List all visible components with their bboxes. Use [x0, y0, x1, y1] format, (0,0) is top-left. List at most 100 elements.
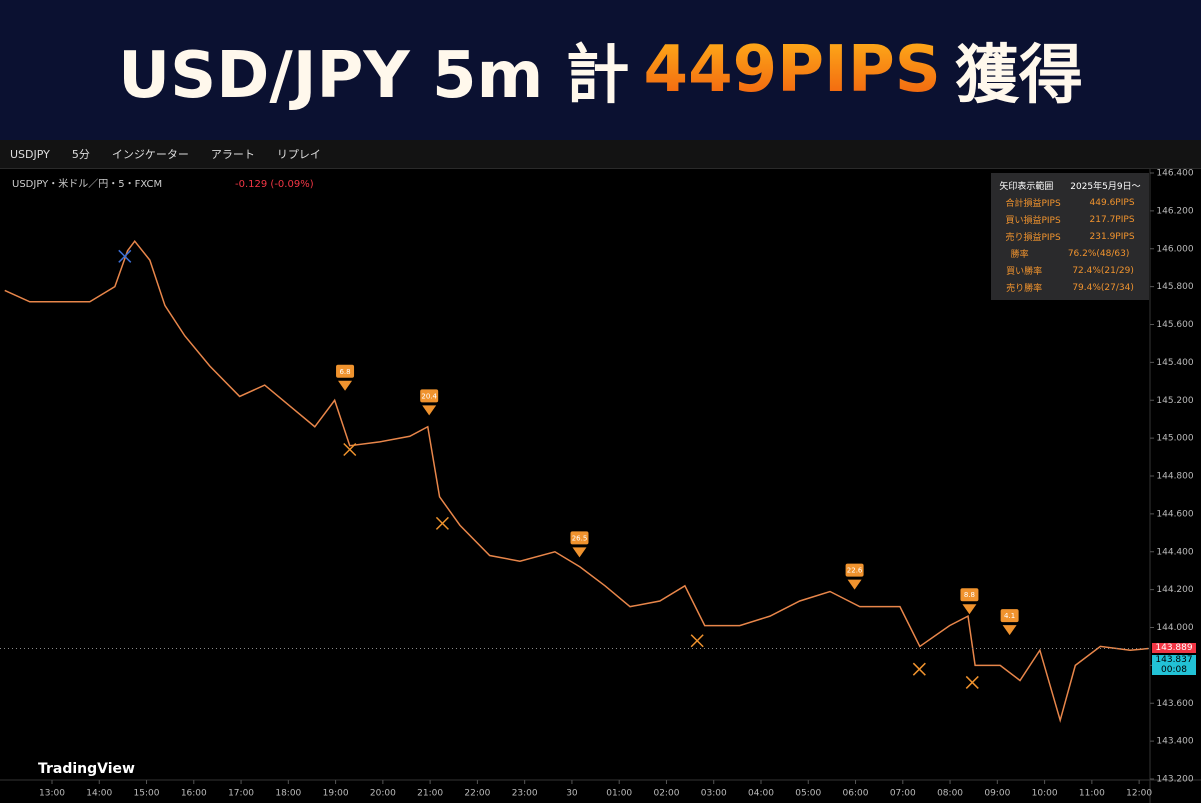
entry-arrow	[847, 579, 862, 590]
x-tick-label: 14:00	[86, 789, 112, 799]
price-line	[4, 239, 1149, 724]
entry-label-box	[570, 531, 589, 545]
exit-marker	[912, 662, 926, 676]
x-tick-label: 06:00	[843, 789, 869, 799]
y-tick-label: 146.000	[1156, 244, 1193, 254]
entry-label-box	[336, 364, 355, 378]
entry-arrow	[1002, 625, 1017, 636]
x-tick-label: 21:00	[417, 789, 443, 799]
info-cell: 買い損益PIPS	[1005, 216, 1061, 226]
y-tick-label: 145.400	[1156, 358, 1193, 368]
entry-arrow	[962, 604, 977, 615]
entry-label-box	[845, 563, 864, 577]
interval-button[interactable]: 5分	[71, 148, 90, 161]
entry-label: 6.8	[339, 368, 350, 376]
info-cell: 売り勝率	[1006, 284, 1043, 294]
y-tick-label: 146.400	[1156, 169, 1193, 179]
x-tick-label: 16:00	[181, 789, 207, 799]
y-tick-label: 143.200	[1156, 775, 1193, 785]
y-tick-label: 144.800	[1156, 472, 1193, 482]
info-panel: 矢印表示範囲 2025年5月9日〜 合計損益PIPS 449.6PIPS 買い損益PIP…	[991, 173, 1149, 300]
info-cell: 2025年5月9日〜	[1070, 182, 1141, 192]
info-cell: 合計損益PIPS	[1005, 199, 1061, 209]
info-cell: 231.9PIPS	[1089, 231, 1135, 242]
x-tick-label: 30	[566, 789, 578, 799]
x-tick-label: 04:00	[748, 789, 774, 799]
legend-symbol: USDJPY・米ドル／円・5・FXCM	[12, 177, 162, 190]
info-row: 合計損益PIPS 449.6PIPS	[991, 194, 1149, 211]
info-cell: 勝率	[1010, 250, 1029, 260]
info-row: 買い勝率 72.4%(21/29)	[991, 262, 1149, 279]
price-axis	[1150, 169, 1201, 803]
info-cell: 72.4%(21/29)	[1072, 265, 1134, 276]
y-tick-label: 144.200	[1156, 585, 1193, 595]
y-tick-label: 145.200	[1156, 396, 1193, 406]
info-row: 売り損益PIPS 231.9PIPS	[991, 228, 1149, 245]
y-tick-label: 144.600	[1156, 509, 1193, 519]
x-tick-label: 12:00	[1126, 789, 1152, 799]
brand: TradingView	[38, 761, 135, 777]
x-tick-label: 23:00	[512, 789, 538, 799]
entry-label-box	[420, 389, 439, 403]
info-cell: 買い勝率	[1006, 267, 1043, 277]
info-cell: 売り損益PIPS	[1005, 233, 1061, 243]
y-tick-label: 144.400	[1156, 547, 1193, 557]
x-tick-label: 22:00	[464, 789, 490, 799]
banner: USD/JPY 5m 計 449PIPS 獲得	[0, 0, 1201, 140]
exit-marker	[690, 634, 704, 648]
exit-marker	[435, 516, 449, 530]
x-tick-label: 08:00	[937, 789, 963, 799]
y-tick-label: 145.000	[1156, 434, 1193, 444]
indicators-button[interactable]: インジケーター	[111, 148, 189, 161]
info-cell: 449.6PIPS	[1089, 197, 1135, 208]
entry-label-box	[1000, 609, 1019, 623]
x-tick-label: 03:00	[701, 789, 727, 799]
x-tick-label: 13:00	[39, 789, 65, 799]
y-tick-label: 145.800	[1156, 282, 1193, 292]
y-tick-label: 144.000	[1156, 623, 1193, 633]
x-tick-label: 05:00	[795, 789, 821, 799]
x-tick-label: 09:00	[984, 789, 1010, 799]
entry-label: 8.8	[964, 591, 975, 599]
entry-label: 22.6	[847, 567, 863, 575]
title-left: USD/JPY 5m 計	[118, 39, 630, 113]
info-cell: 217.7PIPS	[1089, 214, 1135, 225]
y-tick-label: 146.200	[1156, 206, 1193, 216]
info-cell: 79.4%(27/34)	[1072, 282, 1134, 293]
y-tick-label: 145.600	[1156, 320, 1193, 330]
info-header: 矢印表示範囲 2025年5月9日〜	[991, 177, 1149, 194]
x-tick-label: 20:00	[370, 789, 396, 799]
entry-arrow	[338, 380, 353, 391]
x-tick-label: 15:00	[134, 789, 160, 799]
legend-change: -0.129 (-0.09%)	[235, 179, 314, 190]
info-row: 売り勝率 79.4%(27/34)	[991, 279, 1149, 296]
x-tick-label: 07:00	[890, 789, 916, 799]
info-cell: 矢印表示範囲	[999, 182, 1054, 192]
exit-marker	[965, 675, 979, 689]
toolbar: USDJPY 5分 インジケーター アラート リプレイ	[0, 140, 1201, 169]
alert-button[interactable]: アラート	[210, 148, 255, 161]
y-tick-label: 143.400	[1156, 737, 1193, 747]
entry-arrow	[572, 547, 587, 558]
entry-label: 20.4	[421, 392, 437, 400]
symbol-button[interactable]: USDJPY	[10, 147, 50, 161]
x-tick-label: 11:00	[1079, 789, 1105, 799]
x-tick-label: 01:00	[606, 789, 632, 799]
x-tick-label: 18:00	[275, 789, 301, 799]
x-tick-label: 02:00	[653, 789, 679, 799]
exit-marker	[118, 249, 132, 263]
exit-marker	[343, 442, 357, 457]
info-row: 勝率 76.2%(48/63)	[991, 245, 1149, 262]
entry-arrow	[422, 405, 437, 416]
info-cell: 76.2%(48/63)	[1067, 248, 1130, 259]
last-price-tag: 143.889	[1152, 643, 1196, 653]
entry-label: 4.1	[1004, 612, 1015, 620]
info-row: 買い損益PIPS 217.7PIPS	[991, 211, 1149, 228]
x-tick-label: 17:00	[228, 789, 254, 799]
x-tick-label: 19:00	[323, 789, 349, 799]
replay-button[interactable]: リプレイ	[276, 148, 321, 161]
entry-label: 26.5	[572, 534, 588, 542]
y-tick-label: 143.600	[1156, 699, 1193, 709]
x-tick-label: 10:00	[1032, 789, 1058, 799]
timer-tag: 00:08	[1152, 665, 1196, 675]
